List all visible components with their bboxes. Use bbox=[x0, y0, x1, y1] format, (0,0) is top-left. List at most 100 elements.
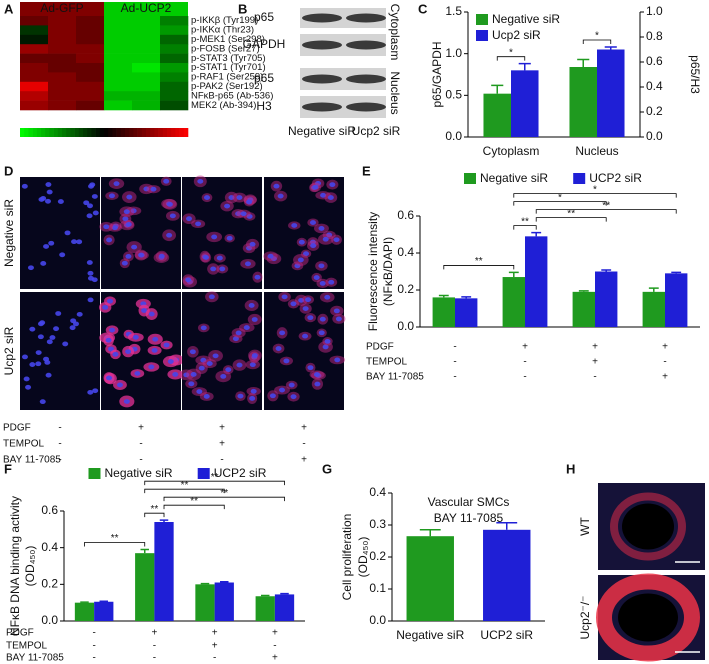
nucleus bbox=[87, 270, 94, 276]
colorbar-step bbox=[150, 128, 155, 137]
y-tick-label: 0.2 bbox=[369, 549, 386, 563]
significance-label: ** bbox=[150, 504, 158, 515]
nucleus bbox=[334, 357, 341, 363]
condition-sign: - bbox=[92, 628, 95, 639]
colorbar-step bbox=[133, 128, 138, 137]
significance-bracket bbox=[163, 504, 225, 510]
nucleus bbox=[243, 325, 250, 330]
blot-strip bbox=[300, 96, 386, 118]
column-group-label: Ad-UCP2 bbox=[121, 1, 172, 15]
significance-label: ** bbox=[220, 488, 228, 499]
heatmap-cell bbox=[20, 63, 49, 73]
blot-band bbox=[302, 13, 342, 23]
heatmap-row-label: p-IKKα (Thr23) bbox=[191, 25, 254, 36]
y2-tick-label: 0.4 bbox=[646, 79, 663, 93]
nucleus bbox=[126, 194, 133, 200]
heatmap-cell bbox=[20, 25, 49, 36]
nucleus bbox=[216, 255, 223, 261]
nucleus bbox=[297, 257, 304, 263]
heatmap-cell bbox=[160, 25, 189, 36]
heatmap-cell bbox=[132, 91, 161, 101]
error-bar bbox=[578, 290, 589, 292]
nucleus bbox=[91, 277, 98, 283]
heatmap-cell bbox=[20, 81, 49, 92]
heatmap-cell bbox=[104, 81, 133, 92]
colorbar-step bbox=[41, 128, 46, 137]
nucleus bbox=[167, 359, 174, 364]
nucleus bbox=[333, 308, 340, 314]
condition-sign: - bbox=[453, 342, 456, 353]
condition-sign: - bbox=[453, 372, 456, 383]
nucleus bbox=[86, 260, 93, 265]
nucleus bbox=[39, 320, 46, 326]
heatmap-cell bbox=[20, 53, 49, 64]
colorbar-step bbox=[36, 128, 42, 137]
nucleus bbox=[185, 277, 192, 283]
heatmap-cell bbox=[132, 100, 161, 111]
nucleus bbox=[319, 280, 326, 286]
legend-swatch bbox=[464, 173, 476, 184]
nucleus bbox=[188, 381, 195, 387]
heatmap-cell bbox=[132, 81, 161, 92]
nucleus bbox=[267, 253, 274, 259]
condition-label: TEMPOL bbox=[6, 641, 48, 652]
panel-label: A bbox=[4, 1, 14, 16]
blot-strip bbox=[300, 34, 386, 56]
heatmap-cell bbox=[160, 63, 189, 73]
legend-swatch bbox=[197, 468, 210, 479]
nucleus bbox=[131, 244, 138, 250]
nucleus bbox=[148, 364, 155, 370]
chart-title: Vascular SMCs bbox=[428, 495, 510, 509]
blot-fraction: Nucleus bbox=[388, 71, 402, 114]
heatmap-row-label: p-PAK2 (Ser192) bbox=[191, 81, 263, 92]
nucleus bbox=[236, 195, 243, 200]
bar bbox=[483, 529, 531, 621]
nucleus bbox=[150, 186, 157, 192]
panel-label: H bbox=[566, 461, 575, 476]
nucleus bbox=[48, 240, 55, 246]
significance-bracket bbox=[163, 496, 285, 502]
blot-band bbox=[302, 40, 342, 50]
nucleus bbox=[134, 371, 141, 376]
y-axis-label: (OD₄₅₀) bbox=[356, 537, 370, 578]
nucleus bbox=[172, 372, 179, 377]
x-tick-label: Negative siR bbox=[396, 628, 464, 642]
nucleus bbox=[138, 252, 145, 258]
nucleus bbox=[125, 253, 132, 259]
colorbar-step bbox=[158, 128, 164, 137]
significance-bracket bbox=[582, 39, 612, 44]
colorbar-step bbox=[28, 128, 33, 137]
condition-sign: + bbox=[272, 653, 278, 664]
nucleus bbox=[305, 297, 312, 303]
y2-tick-label: 0.0 bbox=[646, 129, 663, 143]
bar bbox=[483, 93, 511, 137]
nucleus bbox=[169, 213, 176, 219]
nucleus bbox=[109, 327, 116, 333]
bar bbox=[274, 594, 295, 621]
blot-band bbox=[346, 102, 386, 112]
nucleus bbox=[44, 198, 51, 204]
bar bbox=[214, 582, 234, 621]
y2-tick-label: 0.8 bbox=[646, 29, 663, 43]
heatmap-cell bbox=[76, 53, 105, 64]
colorbar-step bbox=[104, 128, 109, 137]
condition-label: BAY 11-7085 bbox=[3, 455, 61, 466]
nucleus bbox=[319, 316, 326, 322]
heatmap-cell bbox=[48, 16, 77, 26]
significance-bracket bbox=[513, 193, 677, 198]
heatmap-row-label: p-STAT1 (Tyr701) bbox=[191, 62, 266, 73]
colorbar-step bbox=[146, 128, 151, 137]
condition-sign: - bbox=[523, 357, 526, 368]
heatmap-cell bbox=[20, 16, 49, 26]
condition-sign: - bbox=[153, 641, 156, 652]
panel-label: C bbox=[418, 1, 428, 16]
condition-sign: - bbox=[153, 653, 156, 664]
heatmap-cell bbox=[20, 91, 49, 101]
nucleus bbox=[277, 193, 284, 199]
heatmap-cell bbox=[132, 72, 161, 83]
heatmap-cell bbox=[76, 16, 105, 26]
heatmap-cell bbox=[104, 72, 133, 83]
y-axis-label: Fluorescence intensity bbox=[366, 212, 380, 331]
chart-title: BAY 11-7085 bbox=[434, 511, 504, 525]
y-tick-label: 0.2 bbox=[397, 282, 414, 296]
